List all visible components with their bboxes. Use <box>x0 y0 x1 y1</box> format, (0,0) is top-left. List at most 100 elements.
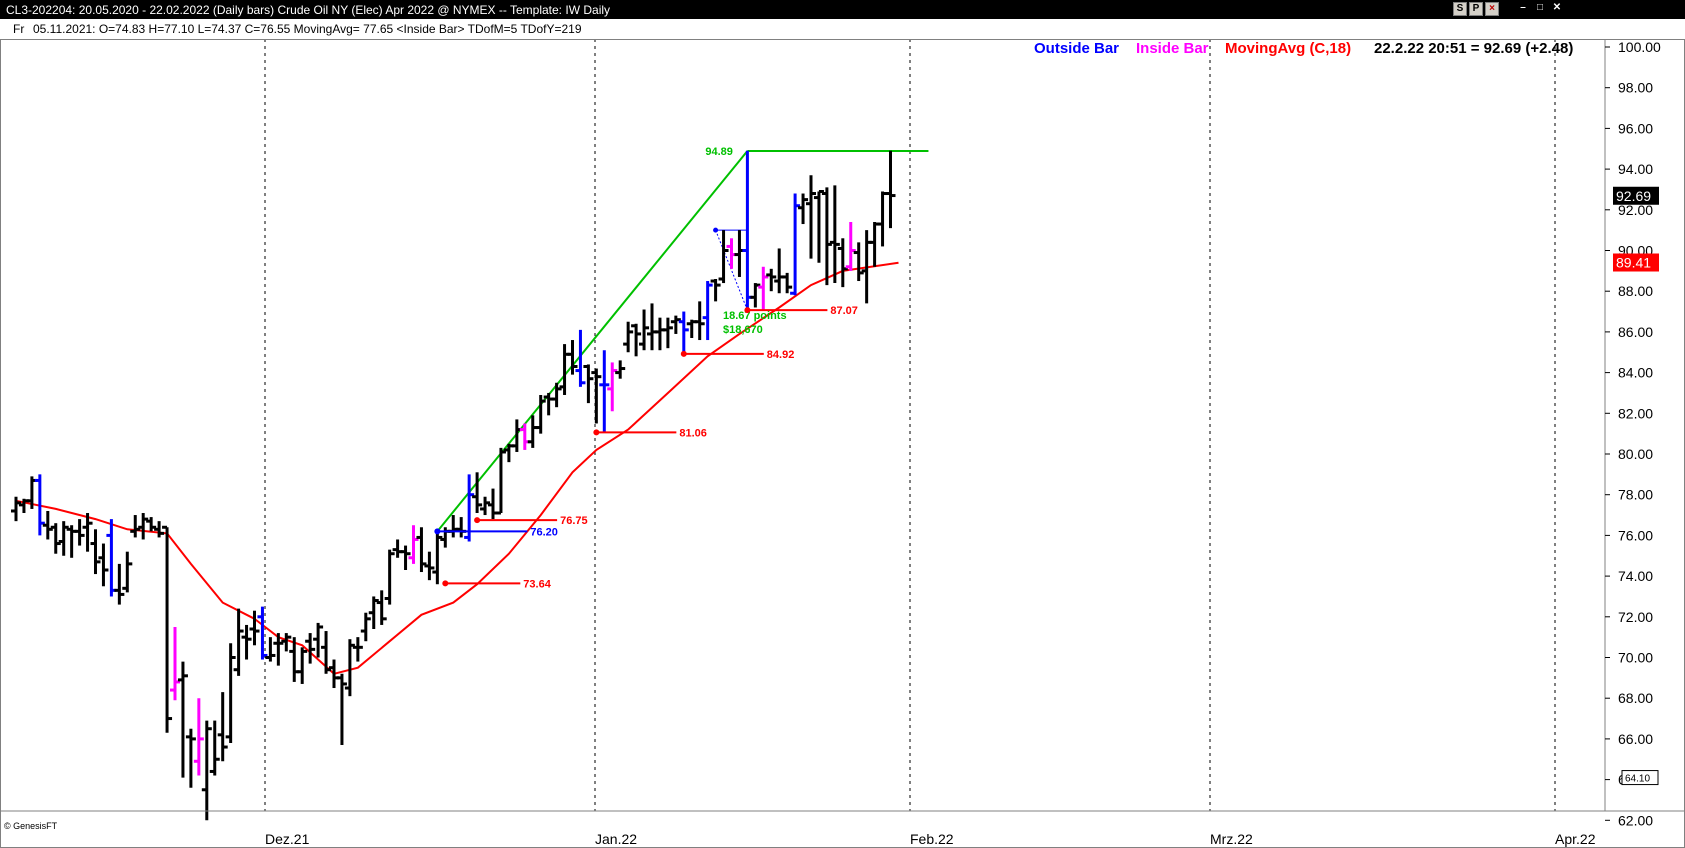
ohlc-bar <box>488 488 498 520</box>
y-tick-label: 72.00 <box>1618 609 1653 625</box>
annotations: 94.89 18.67 points $18,670 76.20 73.64 76.75 8… <box>434 146 858 590</box>
ohlc-bar <box>170 626 180 701</box>
watermark: © GenesisFT <box>4 821 58 831</box>
level-marker: 73.64 <box>442 578 552 590</box>
info-day: Fr <box>13 22 25 36</box>
ohlc-bar <box>50 523 61 554</box>
x-tick-label: Jan.22 <box>595 831 637 847</box>
level-label: 87.07 <box>830 305 858 317</box>
ohlc-bar <box>710 278 721 302</box>
ohlc-bar <box>321 631 332 674</box>
y-tick-label: 70.00 <box>1618 650 1653 666</box>
tag-background <box>1613 186 1659 205</box>
ohlc-bar <box>233 608 244 676</box>
ohlc-bar <box>694 301 705 341</box>
ohlc-bar <box>837 238 848 288</box>
x-tick-label: Mrz.22 <box>1210 831 1253 847</box>
level-marker: 87.07 <box>744 305 858 317</box>
last-price-tag: 92.69 <box>1613 186 1659 205</box>
y-tick-label: 74.00 <box>1618 568 1653 584</box>
legend-last-quote: 22.2.22 20:51 = 92.69 (+2.48) <box>1374 40 1573 57</box>
level-label: 76.75 <box>560 515 588 527</box>
ohlc-bar <box>583 364 594 404</box>
y-tick-label: 94.00 <box>1618 161 1653 177</box>
legend-inside-bar: Inside Bar <box>1136 40 1209 57</box>
level-marker: 84.92 <box>680 349 794 361</box>
gain-value-label: $18,670 <box>723 324 763 336</box>
maximize-icon[interactable]: □ <box>1533 2 1547 16</box>
ohlc-bar <box>185 728 196 788</box>
ohlc-bar <box>511 419 522 452</box>
ohlc-bar <box>639 309 650 351</box>
ohlc-bar <box>98 543 109 587</box>
ohlc-bar <box>670 315 681 334</box>
window-button-close[interactable]: × <box>1485 2 1499 16</box>
minimize-icon[interactable]: – <box>1516 2 1530 16</box>
info-ohlc-text: 05.11.2021: O=74.83 H=77.10 L=74.37 C=76… <box>33 22 582 36</box>
ohlc-bar <box>678 311 689 353</box>
level-dot <box>744 307 751 314</box>
ohlc-bar <box>122 551 133 593</box>
gridlines <box>264 39 1556 811</box>
ohlc-bar <box>114 563 125 605</box>
tag-text: 92.69 <box>1616 188 1651 204</box>
ohlc-bar <box>615 360 626 379</box>
ohlc-bar <box>201 720 212 821</box>
y-tick-label: 80.00 <box>1618 446 1653 462</box>
ohlc-bar <box>384 549 395 605</box>
ohlc-bar <box>11 496 21 522</box>
level-marker: 81.06 <box>593 427 707 439</box>
y-tick-label: 76.00 <box>1618 527 1653 543</box>
ohlc-bar <box>654 317 665 351</box>
tag-text: 64.10 <box>1625 774 1650 785</box>
ohlc-bar <box>82 513 93 552</box>
ohlc-bar <box>130 515 141 538</box>
ohlc-bar <box>631 323 642 357</box>
ohlc-bar <box>138 513 149 540</box>
price-chart[interactable]: 94.89 18.67 points $18,670 76.20 73.64 76.75 8… <box>0 39 1685 848</box>
ohlc-bar <box>154 521 165 538</box>
ohlc-bar <box>42 510 53 540</box>
uptrend-line <box>436 150 749 532</box>
close-icon[interactable]: ✕ <box>1550 2 1564 16</box>
ohlc-bar <box>591 368 602 424</box>
ohlc-bar <box>360 612 371 642</box>
ohlc-bar <box>782 272 793 294</box>
ohlc-bar <box>718 230 729 284</box>
window-button-s[interactable]: S <box>1453 2 1467 16</box>
ohlc-bar <box>249 610 260 646</box>
ohlc-bar <box>225 643 236 743</box>
ohlc-bar <box>829 185 840 284</box>
window-button-p[interactable]: P <box>1469 2 1483 16</box>
ohlc-bar <box>750 283 761 308</box>
ohlc-bar <box>313 622 324 658</box>
ohlc-bar <box>146 517 157 532</box>
ohlc-bar <box>257 606 268 660</box>
ohlc-bar <box>551 382 562 408</box>
level-marker: 76.75 <box>474 515 588 527</box>
y-tick-label: 96.00 <box>1618 120 1653 136</box>
y-tick-label: 78.00 <box>1618 487 1653 503</box>
ohlc-bar <box>798 193 809 225</box>
ohlc-bar <box>567 340 578 375</box>
ohlc-bar <box>806 175 816 259</box>
level-dot <box>474 517 481 524</box>
bottom-value-tag: 64.10 <box>1621 770 1659 786</box>
level-label: 73.64 <box>523 578 551 590</box>
ohlc-bar <box>495 447 506 515</box>
ohlc-bar <box>336 673 347 746</box>
ohlc-bar <box>853 242 864 282</box>
y-tick-label: 68.00 <box>1618 690 1653 706</box>
y-tick-label: 66.00 <box>1618 731 1653 747</box>
tag-text: 89.41 <box>1616 255 1651 271</box>
ohlc-bar <box>464 474 475 542</box>
level-dot <box>442 580 449 587</box>
ohlc-bar <box>662 317 673 349</box>
y-tick-label: 86.00 <box>1618 324 1653 340</box>
ohlc-bar <box>281 633 292 652</box>
y-tick-label: 84.00 <box>1618 365 1653 381</box>
chart-legend: Outside Bar Inside Bar MovingAvg (C,18) … <box>1034 40 1573 57</box>
ohlc-bar <box>607 362 618 412</box>
x-tick-label: Feb.22 <box>910 831 954 847</box>
tag-background <box>1613 253 1659 272</box>
